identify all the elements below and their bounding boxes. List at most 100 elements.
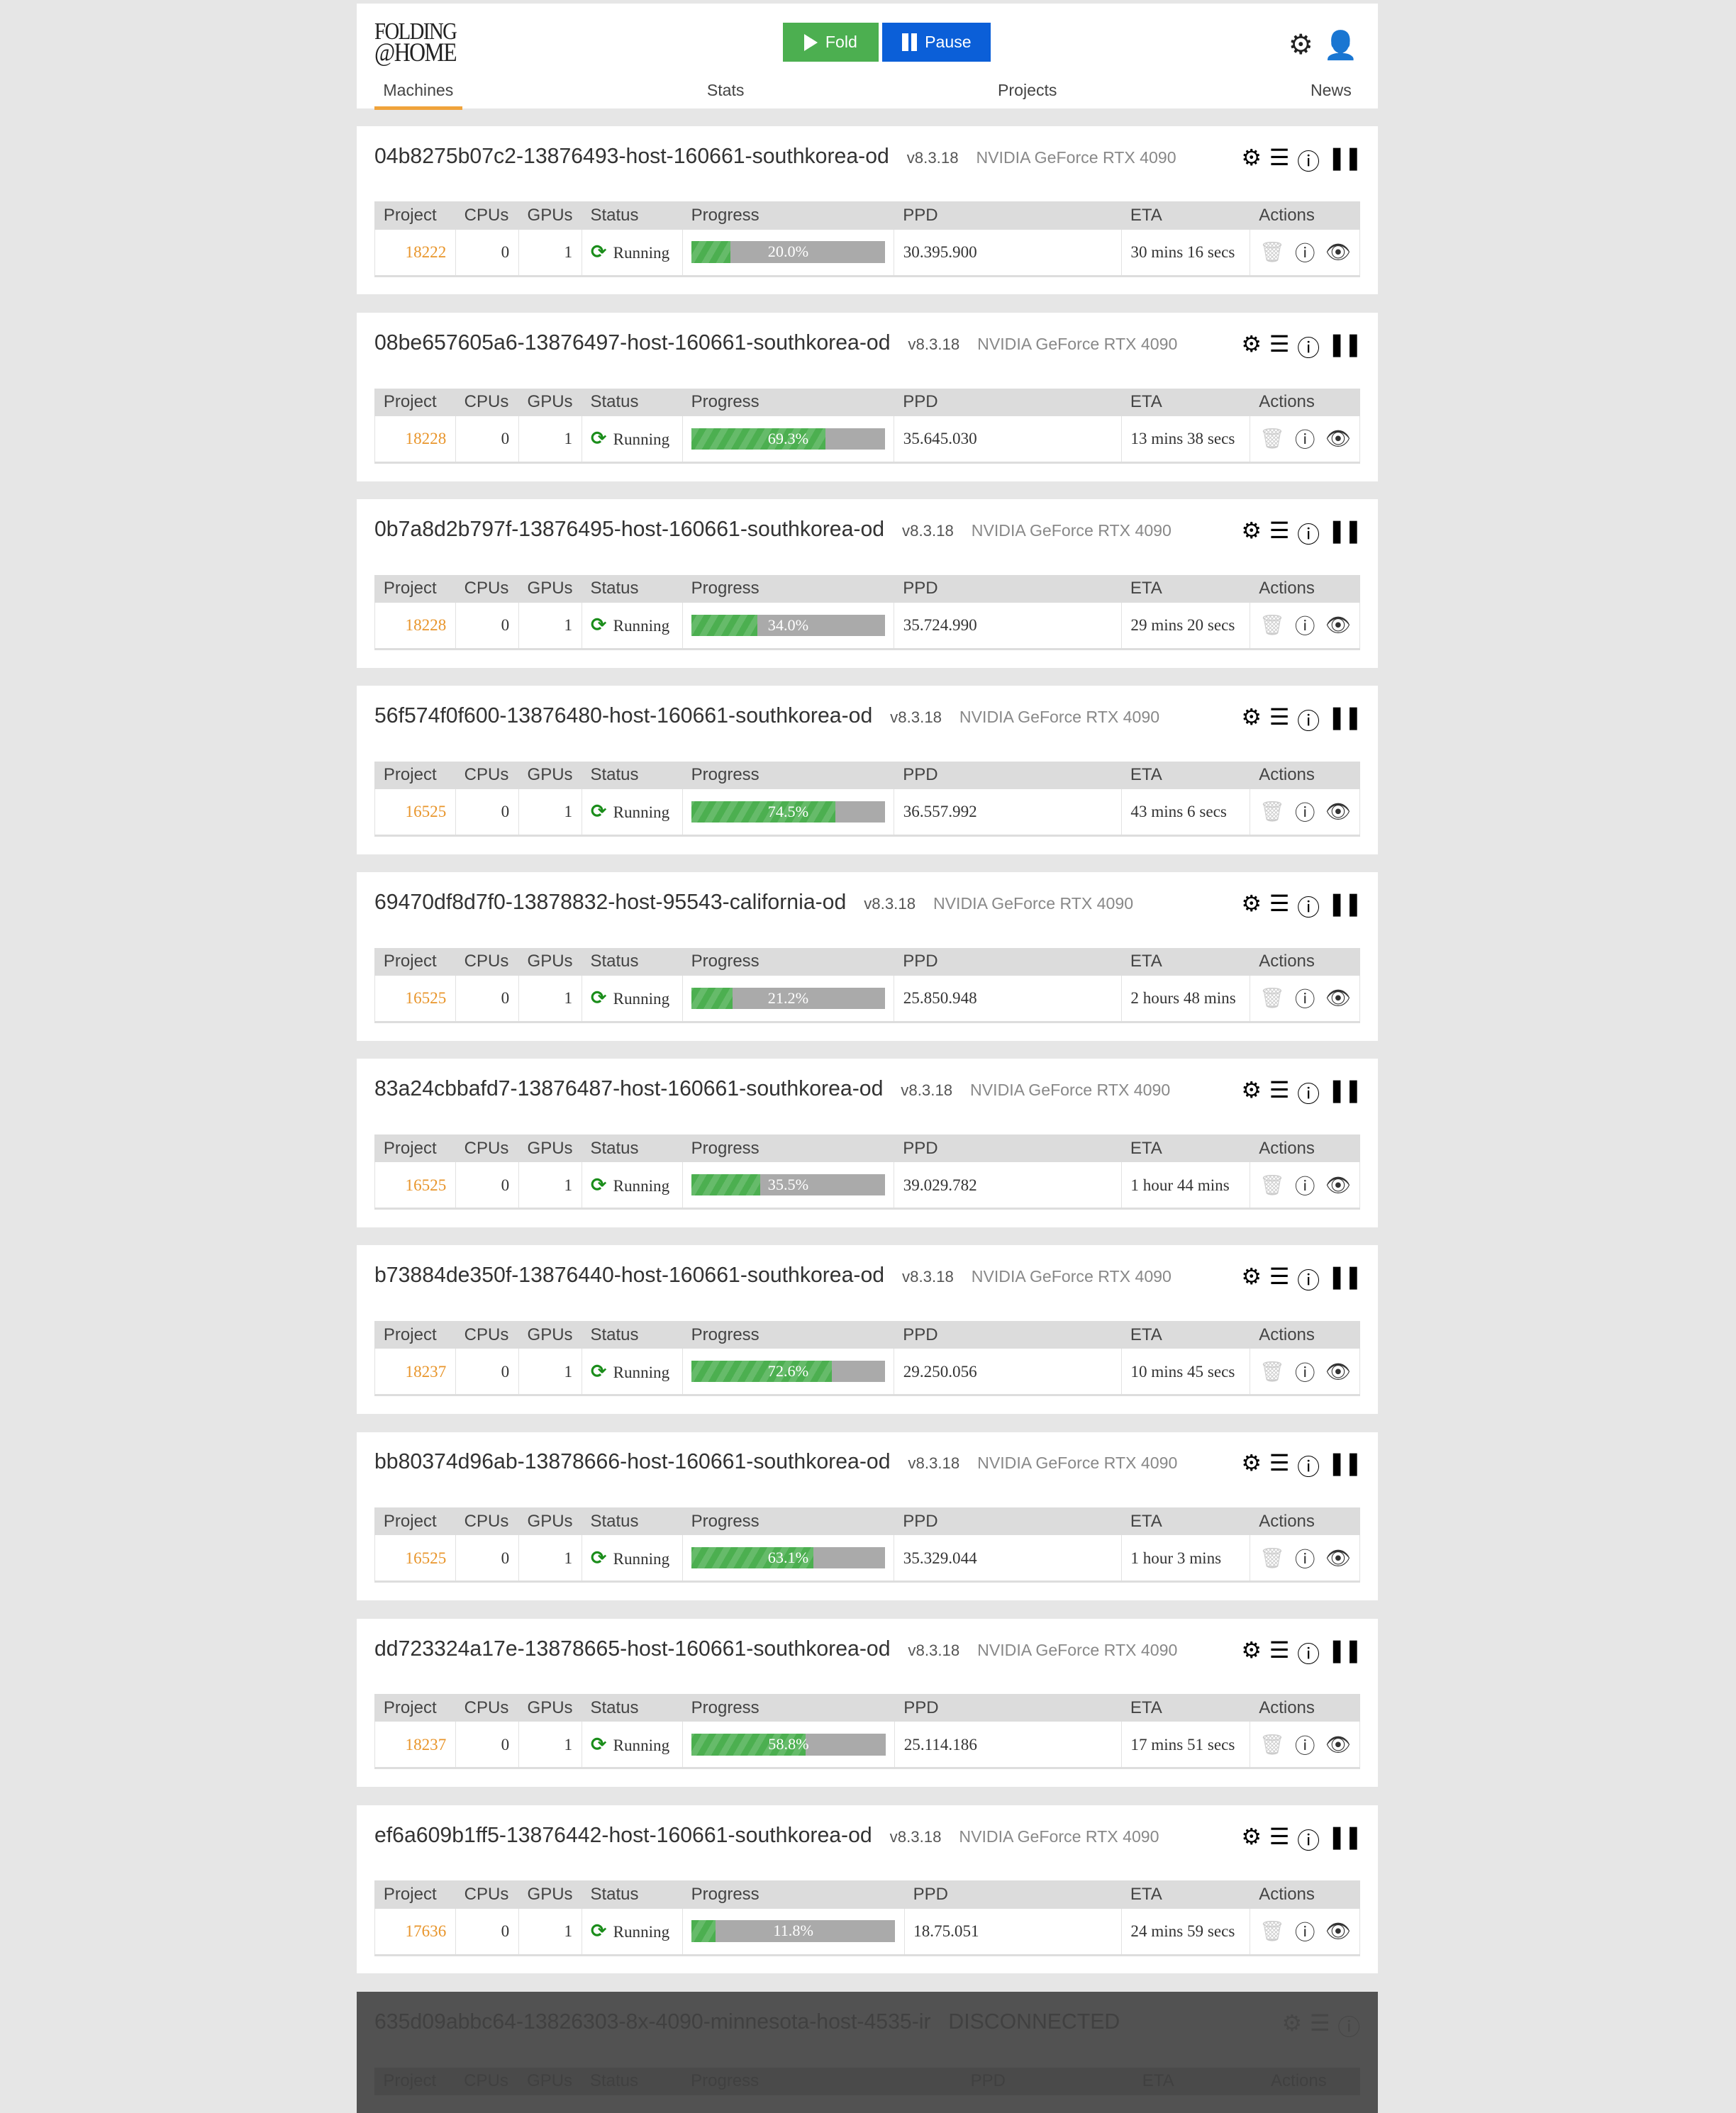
- trash-icon[interactable]: 🗑: [1259, 1919, 1285, 1944]
- machine-pause-icon[interactable]: ❚❚: [1327, 890, 1363, 918]
- eye-icon[interactable]: 👁: [1325, 1359, 1351, 1383]
- eye-icon[interactable]: 👁: [1325, 1919, 1351, 1944]
- user-account-icon[interactable]: 👤: [1323, 29, 1358, 62]
- pause-button[interactable]: Pause: [882, 22, 991, 62]
- trash-icon[interactable]: 🗑: [1259, 800, 1285, 824]
- machine-info-icon[interactable]: ⓘ: [1297, 707, 1320, 735]
- machine-info-icon[interactable]: ⓘ: [1297, 1454, 1320, 1481]
- machine-info-icon[interactable]: ⓘ: [1297, 1081, 1320, 1108]
- machine-log-list-icon[interactable]: ☰: [1269, 1076, 1290, 1104]
- settings-gear-icon[interactable]: ⚙: [1288, 28, 1313, 61]
- trash-icon[interactable]: 🗑: [1259, 427, 1285, 451]
- machine-settings-gear-icon[interactable]: ⚙: [1241, 516, 1262, 544]
- machine-info-icon[interactable]: ⓘ: [1297, 1640, 1320, 1668]
- machine-log-list-icon[interactable]: ☰: [1269, 1636, 1290, 1663]
- machine-name: bb80374d96ab-13878666-host-160661-southk…: [374, 1450, 891, 1474]
- machine-info-icon[interactable]: ⓘ: [1297, 1827, 1320, 1854]
- machine-info-icon[interactable]: ⓘ: [1297, 334, 1320, 362]
- machine-settings-gear-icon[interactable]: ⚙: [1241, 1636, 1262, 1663]
- column-header-progress: Progress: [682, 1134, 894, 1163]
- machine-settings-gear-icon[interactable]: ⚙: [1241, 143, 1262, 171]
- machine-info-icon[interactable]: ⓘ: [1297, 520, 1320, 548]
- info-icon[interactable]: ⓘ: [1295, 1361, 1315, 1385]
- trash-icon[interactable]: 🗑: [1259, 1359, 1285, 1383]
- machine-info-icon[interactable]: ⓘ: [1297, 894, 1320, 922]
- machine-actions: ⚙ ☰ ⓘ: [1282, 2009, 1361, 2042]
- project-link[interactable]: 18237: [374, 1349, 456, 1396]
- machine-settings-gear-icon[interactable]: ⚙: [1281, 2009, 1303, 2036]
- trash-icon[interactable]: 🗑: [1259, 986, 1285, 1010]
- eye-icon[interactable]: 👁: [1325, 1732, 1351, 1756]
- project-link[interactable]: 18228: [374, 416, 456, 463]
- machine-log-list-icon[interactable]: ☰: [1269, 330, 1290, 357]
- project-link[interactable]: 18228: [374, 602, 456, 649]
- machine-settings-gear-icon[interactable]: ⚙: [1241, 703, 1262, 730]
- project-link[interactable]: 16525: [374, 975, 456, 1022]
- trash-icon[interactable]: 🗑: [1259, 1732, 1285, 1756]
- machine-settings-gear-icon[interactable]: ⚙: [1241, 890, 1262, 918]
- info-icon[interactable]: ⓘ: [1295, 428, 1315, 452]
- machine-log-list-icon[interactable]: ☰: [1269, 1822, 1290, 1850]
- machine-pause-icon[interactable]: ❚❚: [1327, 330, 1363, 357]
- machine-log-list-icon[interactable]: ☰: [1269, 1449, 1290, 1477]
- eye-icon[interactable]: 👁: [1325, 800, 1351, 824]
- machine-info: 56f574f0f600-13876480-host-160661-southk…: [374, 703, 1159, 729]
- project-link[interactable]: 18222: [374, 229, 456, 277]
- project-link[interactable]: 16525: [374, 1535, 456, 1583]
- trash-icon[interactable]: 🗑: [1259, 613, 1285, 637]
- machine-settings-gear-icon[interactable]: ⚙: [1241, 1076, 1262, 1104]
- trash-icon[interactable]: 🗑: [1259, 1173, 1285, 1197]
- eye-icon[interactable]: 👁: [1325, 1546, 1351, 1570]
- machine-pause-icon[interactable]: ❚❚: [1327, 1449, 1363, 1477]
- fold-button[interactable]: Fold: [783, 22, 879, 62]
- machine-pause-icon[interactable]: ❚❚: [1327, 1076, 1363, 1104]
- info-icon[interactable]: ⓘ: [1295, 801, 1315, 825]
- project-link[interactable]: 16525: [374, 1162, 456, 1210]
- trash-icon[interactable]: 🗑: [1259, 240, 1285, 264]
- machine-pause-icon[interactable]: ❚❚: [1327, 143, 1363, 171]
- machine-settings-gear-icon[interactable]: ⚙: [1241, 330, 1262, 357]
- machine-info-icon[interactable]: ⓘ: [1297, 1267, 1320, 1295]
- tab-machines[interactable]: Machines: [374, 77, 462, 110]
- refresh-running-icon: ⟳: [590, 1173, 613, 1196]
- column-header-progress: Progress: [682, 574, 894, 603]
- trash-icon[interactable]: 🗑: [1259, 1546, 1285, 1570]
- folding-at-home-logo[interactable]: FOLDING @HOME: [374, 20, 457, 67]
- machine-log-list-icon[interactable]: ☰: [1269, 1263, 1290, 1290]
- eye-icon[interactable]: 👁: [1325, 1173, 1351, 1197]
- machine-info-icon[interactable]: ⓘ: [1297, 147, 1320, 175]
- machine-info-icon[interactable]: ⓘ: [1337, 2013, 1361, 2041]
- project-link[interactable]: 18237: [374, 1722, 456, 1769]
- info-icon[interactable]: ⓘ: [1295, 1547, 1315, 1571]
- info-icon[interactable]: ⓘ: [1295, 242, 1315, 266]
- machine-pause-icon[interactable]: ❚❚: [1327, 516, 1363, 544]
- machine-pause-icon[interactable]: ❚❚: [1327, 1263, 1363, 1290]
- machine-settings-gear-icon[interactable]: ⚙: [1241, 1449, 1262, 1477]
- machine-pause-icon[interactable]: ❚❚: [1327, 1822, 1363, 1850]
- machine-log-list-icon[interactable]: ☰: [1269, 703, 1290, 730]
- eye-icon[interactable]: 👁: [1325, 613, 1351, 637]
- tab-news[interactable]: News: [1310, 80, 1352, 99]
- machine-pause-icon[interactable]: ❚❚: [1327, 1636, 1363, 1663]
- info-icon[interactable]: ⓘ: [1295, 1921, 1315, 1945]
- project-link[interactable]: 17636: [374, 1908, 456, 1956]
- info-icon[interactable]: ⓘ: [1295, 615, 1315, 639]
- eye-icon[interactable]: 👁: [1325, 986, 1351, 1010]
- machine-settings-gear-icon[interactable]: ⚙: [1241, 1263, 1262, 1290]
- eye-icon[interactable]: 👁: [1325, 240, 1351, 264]
- info-icon[interactable]: ⓘ: [1295, 1734, 1315, 1758]
- machine-log-list-icon[interactable]: ☰: [1269, 890, 1290, 918]
- machine-log-list-icon[interactable]: ☰: [1269, 516, 1290, 544]
- machine-pause-icon[interactable]: ❚❚: [1327, 703, 1363, 730]
- gpus-value: 1: [518, 1908, 582, 1956]
- machine-settings-gear-icon[interactable]: ⚙: [1241, 1822, 1262, 1850]
- eye-icon[interactable]: 👁: [1325, 427, 1351, 451]
- machine-log-list-icon[interactable]: ☰: [1309, 2009, 1330, 2036]
- info-icon[interactable]: ⓘ: [1295, 988, 1315, 1012]
- gpu-model: NVIDIA GeForce RTX 4090: [971, 520, 1172, 540]
- tab-projects[interactable]: Projects: [998, 80, 1057, 99]
- tab-stats[interactable]: Stats: [706, 80, 745, 99]
- machine-log-list-icon[interactable]: ☰: [1269, 143, 1290, 171]
- project-link[interactable]: 16525: [374, 788, 456, 836]
- info-icon[interactable]: ⓘ: [1295, 1174, 1315, 1198]
